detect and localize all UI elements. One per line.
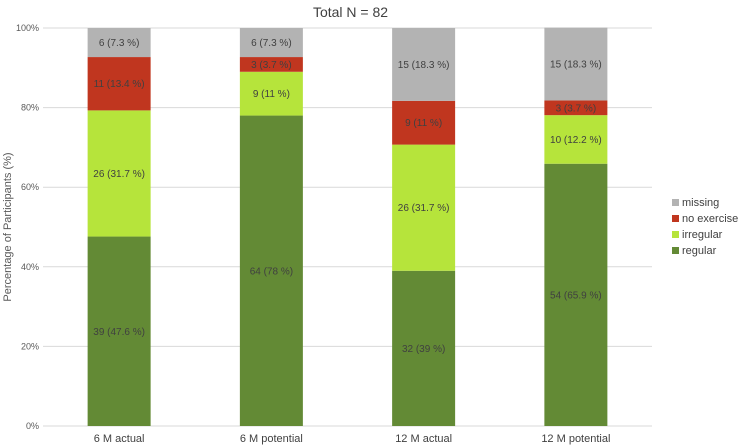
bar-segment-missing: [239, 28, 303, 58]
bar-segment-regular: [392, 270, 456, 426]
data-label: 15 (18.3 %): [398, 60, 450, 71]
y-tick-label: 100%: [16, 23, 39, 33]
x-category-label: 12 M potential: [541, 433, 610, 445]
legend-label: irregular: [682, 229, 723, 241]
legend-swatch: [672, 231, 679, 238]
x-category-label: 12 M actual: [395, 433, 452, 445]
legend-label: no exercise: [682, 213, 738, 225]
legend-swatch: [672, 247, 679, 254]
y-tick-label: 40%: [21, 262, 39, 272]
data-label: 9 (11 %): [253, 89, 290, 100]
data-label: 10 (12.2 %): [550, 135, 602, 146]
data-label: 6 (7.3 %): [251, 38, 292, 49]
bar-segment-regular: [544, 163, 608, 426]
y-tick-label: 80%: [21, 103, 39, 113]
data-label: 39 (47.6 %): [93, 327, 145, 338]
bar-segment-no-exercise: [392, 100, 456, 145]
bar-segment-no-exercise: [239, 57, 303, 72]
bar-segment-irregular: [87, 110, 151, 237]
bar-segment-missing: [392, 28, 456, 101]
data-label: 54 (65.9 %): [550, 290, 602, 301]
data-label: 3 (3.7 %): [556, 103, 597, 114]
data-label: 26 (31.7 %): [398, 203, 450, 214]
bar-segment-missing: [87, 28, 151, 58]
y-tick-label: 60%: [21, 182, 39, 192]
data-label: 11 (13.4 %): [94, 79, 145, 90]
bar-segment-irregular: [239, 71, 303, 116]
bar-segment-irregular: [544, 115, 608, 164]
y-tick-label: 0%: [26, 421, 39, 431]
chart-title: Total N = 82: [313, 4, 388, 20]
legend-swatch: [672, 199, 679, 206]
bar-segment-irregular: [392, 144, 456, 271]
data-label: 26 (31.7 %): [93, 169, 145, 180]
data-label: 15 (18.3 %): [550, 60, 602, 71]
bar-segment-no-exercise: [544, 100, 608, 116]
legend-label: regular: [682, 245, 717, 257]
y-tick-label: 20%: [21, 341, 39, 351]
x-category-label: 6 M potential: [240, 433, 303, 445]
bar-segment-missing: [544, 27, 608, 101]
legend-swatch: [672, 215, 679, 222]
bar-segment-regular: [239, 115, 303, 426]
bar-segment-regular: [87, 236, 151, 426]
data-label: 9 (11 %): [405, 118, 442, 129]
bar-segment-no-exercise: [87, 57, 151, 111]
data-label: 64 (78 %): [250, 266, 293, 277]
y-axis-label: Percentage of Participants (%): [2, 152, 14, 301]
legend-label: missing: [682, 197, 719, 209]
data-label: 3 (3.7 %): [251, 60, 292, 71]
data-label: 6 (7.3 %): [99, 38, 140, 49]
data-label: 32 (39 %): [402, 344, 445, 355]
x-category-label: 6 M actual: [94, 433, 145, 445]
